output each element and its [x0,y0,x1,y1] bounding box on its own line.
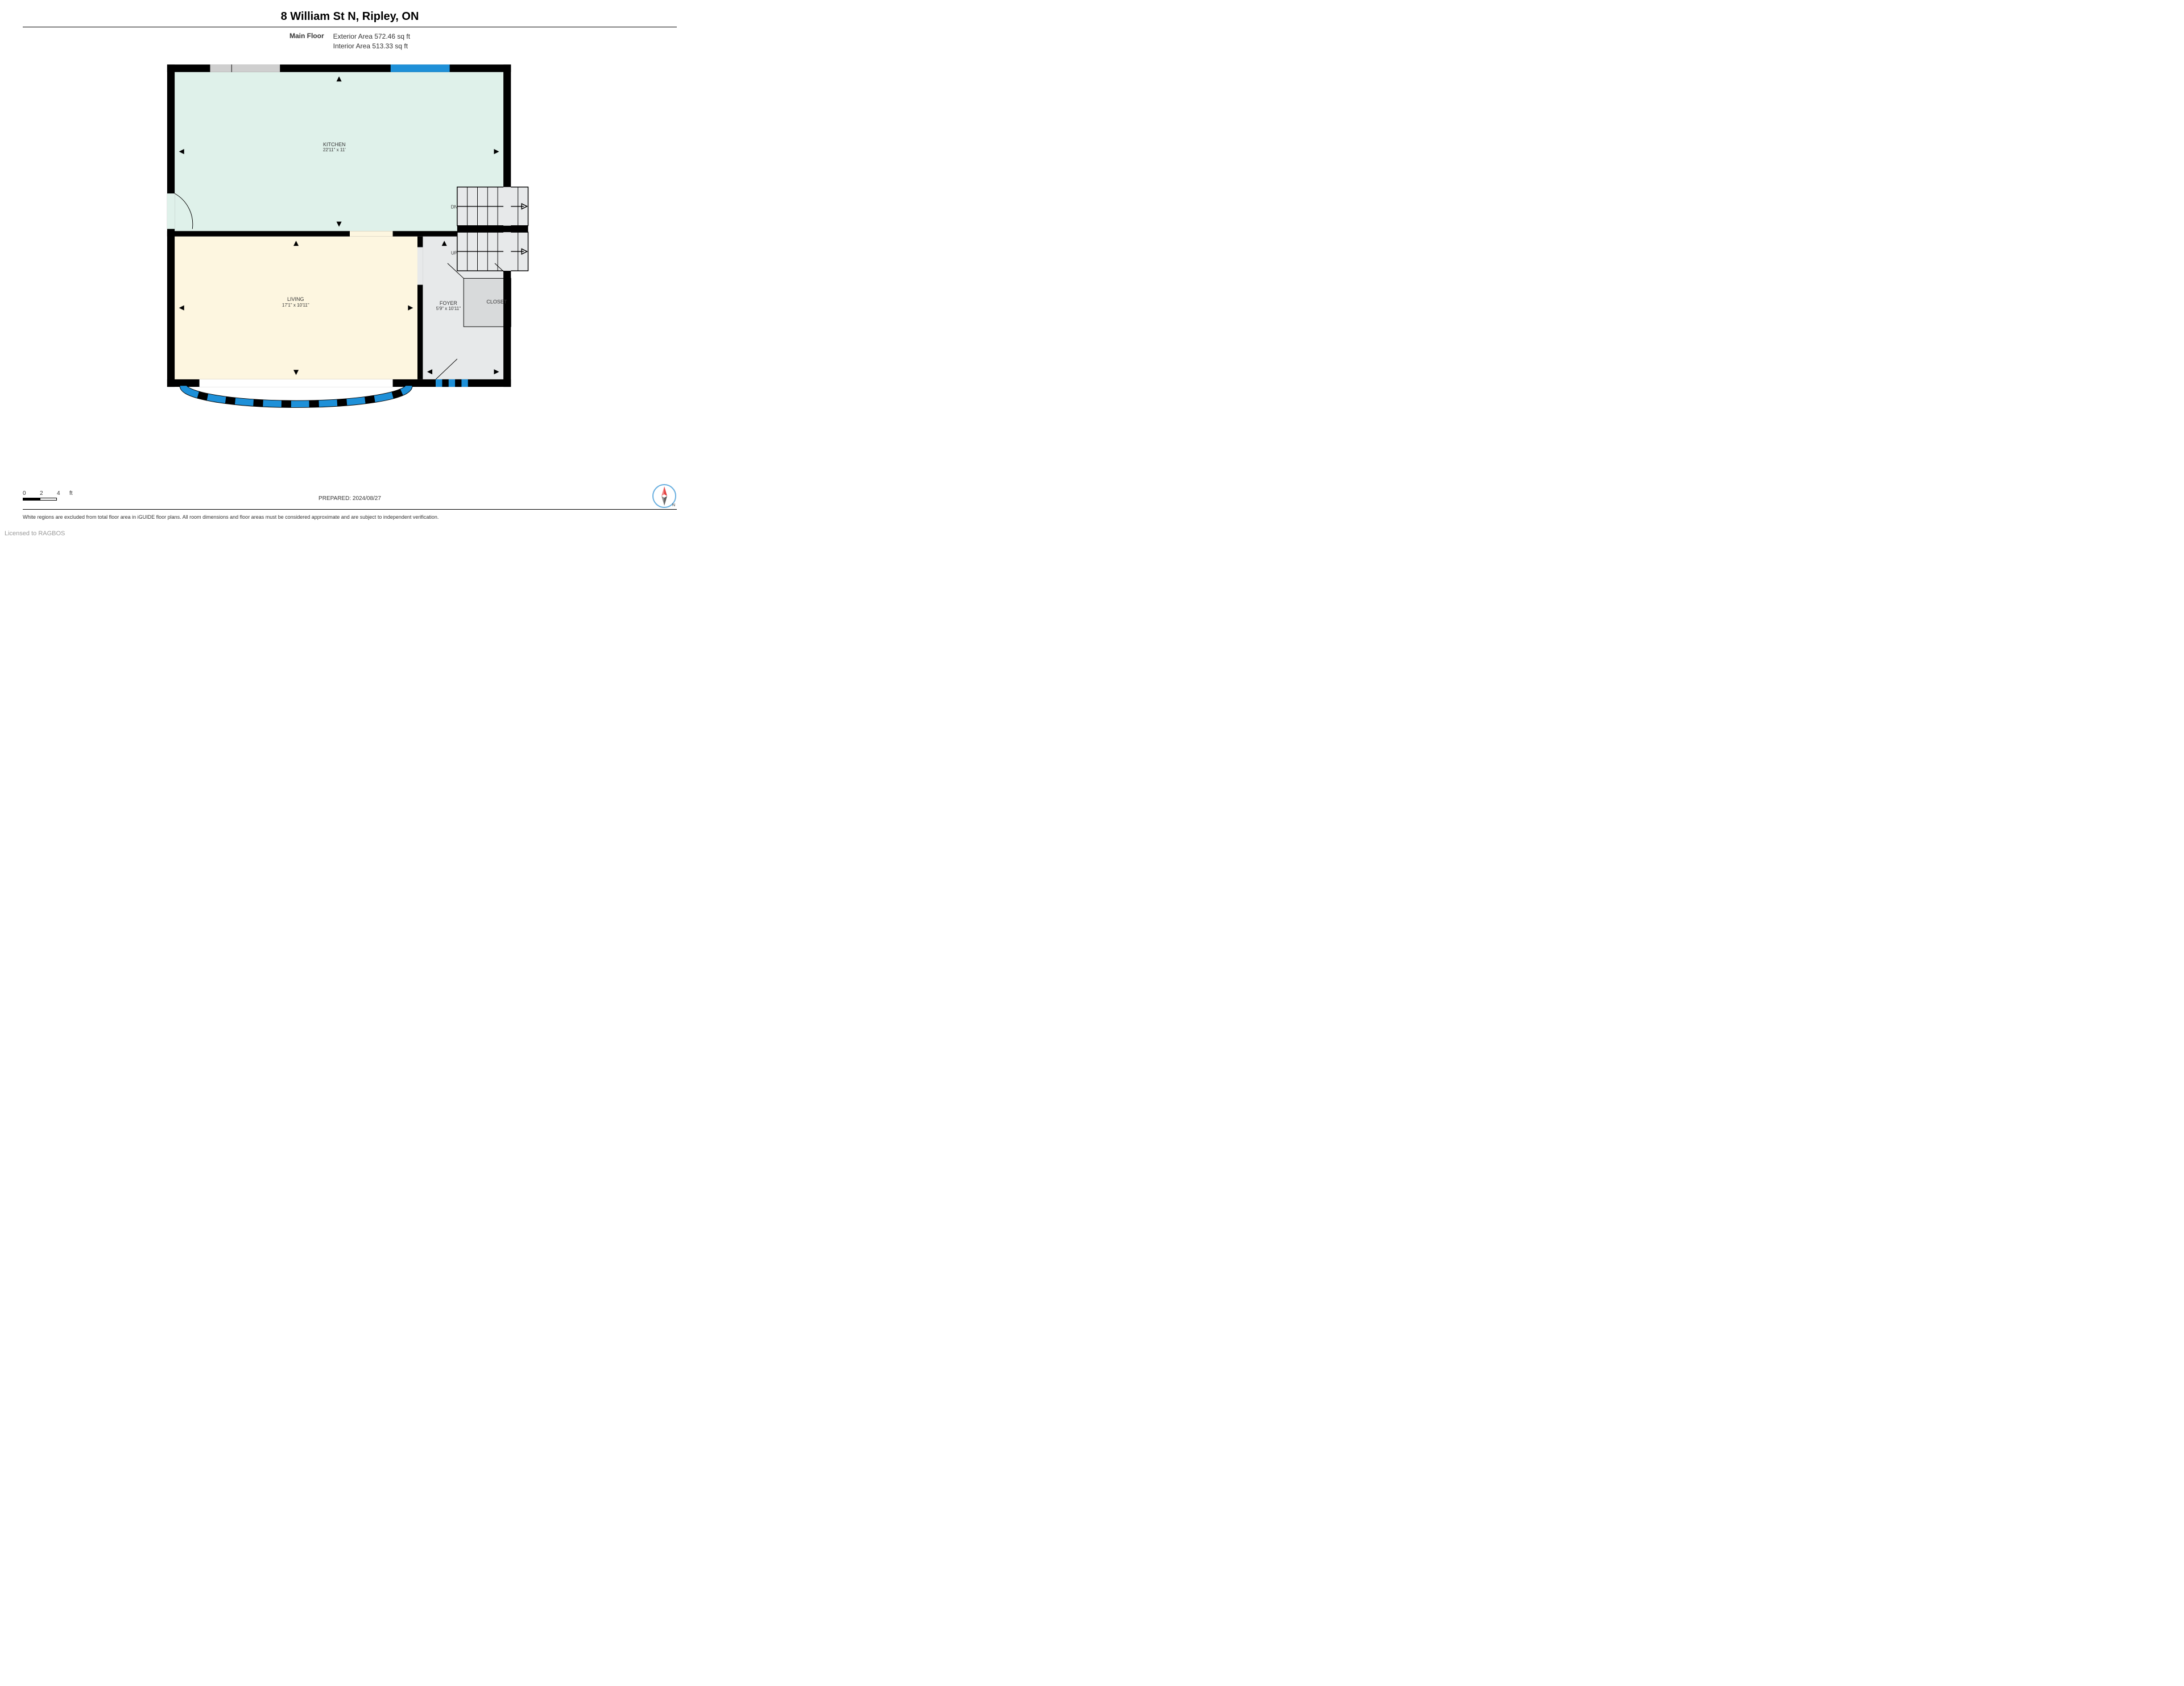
prepared-date: PREPARED: 2024/08/27 [23,495,677,502]
subheader: Main Floor Exterior Area 572.46 sq ft In… [0,32,700,51]
stairs-dn-label: DN [451,204,458,209]
footer-rule [23,509,677,510]
license-text: Licensed to RAGBOS [5,530,65,537]
interior-area: Interior Area 513.33 sq ft [333,42,410,51]
compass-icon: N [652,484,677,509]
exterior-area: Exterior Area 572.46 sq ft [333,32,410,42]
disclaimer-text: White regions are excluded from total fl… [23,514,677,520]
header: 8 William St N, Ripley, ON [0,0,700,23]
compass-n: N [672,503,675,507]
floor-plan: KITCHEN 22'11" x 11' LIVING 17'1" x 10'1… [156,59,543,412]
page-title: 8 William St N, Ripley, ON [0,10,700,23]
floor-label: Main Floor [289,32,324,51]
floor-plan-svg [156,59,543,408]
area-block: Exterior Area 572.46 sq ft Interior Area… [333,32,410,51]
stairs-up-label: UP [451,250,457,255]
